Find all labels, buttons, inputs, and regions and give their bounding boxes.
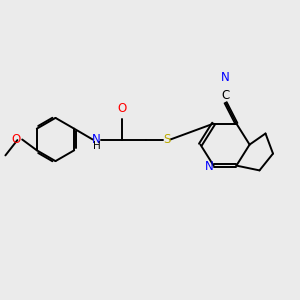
Text: O: O <box>117 103 126 116</box>
Text: H: H <box>93 140 101 151</box>
Text: S: S <box>163 133 170 146</box>
Text: C: C <box>221 89 230 102</box>
Text: N: N <box>221 71 230 84</box>
Text: N: N <box>205 160 214 173</box>
Text: O: O <box>11 133 21 146</box>
Text: N: N <box>92 133 101 146</box>
